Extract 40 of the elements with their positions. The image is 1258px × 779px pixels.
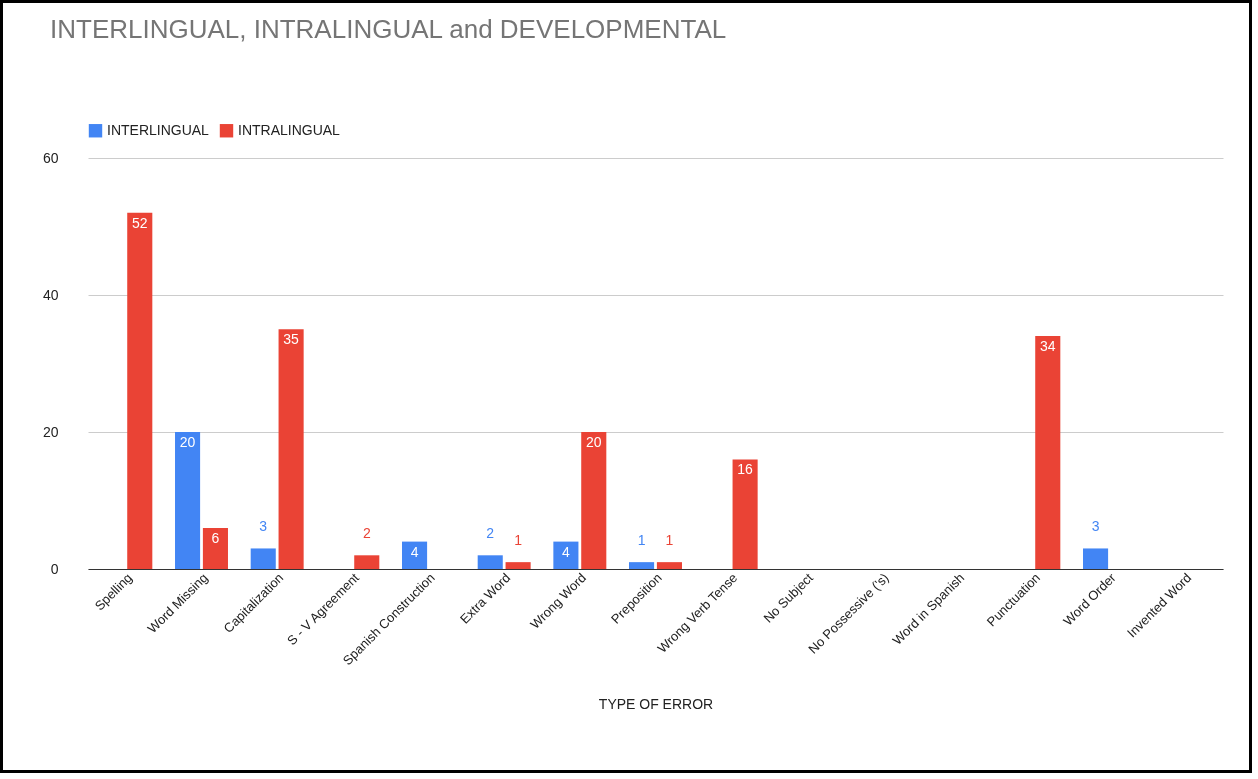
data-label: 1: [514, 532, 523, 549]
data-label: 2: [362, 525, 371, 542]
data-label: 3: [259, 518, 268, 535]
data-label: 20: [585, 434, 602, 450]
data-label: 6: [211, 529, 220, 546]
data-label: 3: [1091, 518, 1100, 535]
data-label: 34: [1039, 338, 1056, 355]
bar: [656, 562, 682, 569]
bar: [581, 432, 607, 569]
data-label: 2: [486, 525, 495, 542]
data-label: 1: [637, 532, 646, 549]
x-axis-title: TYPE OF ERROR: [598, 696, 714, 713]
bar: [354, 555, 380, 569]
bar: [732, 459, 758, 569]
data-label: 35: [283, 331, 300, 348]
y-tick-label: 0: [50, 560, 59, 577]
y-tick-label: 40: [42, 286, 59, 303]
bar: [477, 555, 503, 569]
chart-title: INTERLINGUAL, INTRALINGUAL and DEVELOPMENTAL: [50, 14, 727, 44]
bar: [629, 562, 655, 569]
bar: [127, 212, 153, 569]
y-tick-label: 20: [42, 423, 59, 440]
data-label: 52: [131, 214, 148, 231]
data-label: 1: [665, 532, 674, 549]
y-tick-label: 60: [42, 149, 59, 166]
legend-label: INTERLINGUAL: [107, 121, 210, 138]
bar: [175, 432, 201, 569]
bar: [553, 541, 579, 569]
bar: [402, 541, 428, 569]
bar: [202, 527, 228, 569]
bar: [250, 548, 276, 569]
data-label: 20: [179, 434, 196, 450]
bar: [505, 562, 531, 569]
bar: [278, 329, 304, 569]
bar: [1083, 548, 1109, 569]
data-label: 4: [562, 543, 570, 560]
data-label: 4: [410, 543, 419, 560]
legend-label: INTRALINGUAL: [238, 121, 341, 138]
bar: [1035, 336, 1061, 569]
data-label: 16: [737, 461, 754, 478]
